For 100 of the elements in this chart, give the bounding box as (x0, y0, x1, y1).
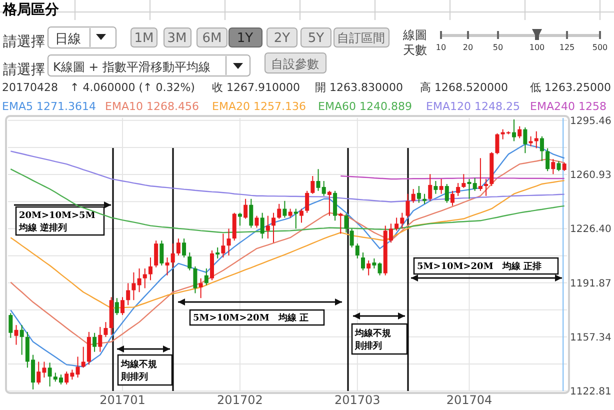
candlestick (244, 198, 248, 220)
candlestick (104, 322, 108, 338)
candlestick (411, 188, 416, 204)
candlestick (523, 126, 528, 154)
text: 自訂區間 (337, 31, 385, 45)
candlestick (528, 136, 533, 147)
candlestick (495, 132, 500, 155)
candlestick (422, 193, 427, 204)
candlestick (142, 268, 147, 289)
candlestick (428, 174, 432, 202)
candlestick (182, 238, 186, 258)
candlestick (534, 130, 538, 149)
text: 天數 (403, 43, 427, 57)
y-tick-label: 1226.40 (570, 224, 612, 236)
candlestick (484, 178, 488, 196)
text: EMA20 1257.136 (212, 100, 306, 113)
candlestick (132, 272, 136, 301)
candlestick (556, 160, 561, 172)
candlestick (394, 217, 399, 232)
candlestick (277, 203, 282, 220)
candlestick (478, 158, 482, 192)
candlestick (221, 233, 226, 258)
candlestick (272, 212, 276, 244)
candlestick (14, 324, 18, 346)
candlestick (540, 136, 544, 162)
candlestick (299, 208, 304, 224)
annotation: 5M>10M>20M 均線 正排 (417, 261, 542, 272)
candlestick (282, 200, 287, 218)
candlestick (518, 126, 522, 139)
text: 請選擇 (3, 62, 45, 78)
candlestick (551, 158, 556, 175)
text: 100 (529, 43, 545, 52)
y-tick-label: 1122.81 (570, 386, 612, 398)
candlestick (512, 118, 516, 142)
candlestick (160, 240, 164, 266)
candlestick (148, 256, 152, 281)
candlestick (344, 213, 348, 234)
candlestick (355, 243, 360, 259)
candlestick (204, 268, 208, 286)
candlestick (176, 238, 180, 256)
candlestick (154, 240, 158, 268)
chart-title: 格局區分 (2, 2, 60, 18)
candlestick (294, 208, 298, 230)
candlestick (188, 252, 192, 271)
y-tick-label: 1295.46 (570, 116, 612, 127)
candlestick (416, 186, 421, 204)
text: 低 1263.25000 (530, 81, 611, 94)
text: 1M (134, 31, 154, 46)
candlestick (92, 332, 97, 352)
candlestick (333, 190, 338, 222)
candlestick (193, 266, 198, 294)
x-tick-label: 201704 (446, 393, 492, 407)
text: 5Y (308, 31, 324, 46)
candlestick (439, 178, 444, 194)
candlestick (444, 183, 449, 204)
text: 請選擇 (3, 34, 45, 50)
x-tick-label: 201701 (100, 393, 146, 407)
y-tick-label: 1260.93 (570, 170, 612, 182)
candlestick (198, 278, 203, 299)
text: EMA10 1268.456 (105, 100, 199, 113)
text: 高 1268.520000 (420, 81, 508, 94)
x-tick-label: 201702 (217, 393, 263, 407)
text: 20170428 (2, 81, 58, 94)
text: 20 (462, 43, 474, 52)
candlestick (98, 326, 102, 352)
candlestick (126, 282, 130, 306)
text: 開 1263.830000 (315, 81, 403, 94)
candlestick (366, 260, 371, 276)
candlestick (462, 174, 466, 188)
y-tick-label: 1191.87 (570, 278, 612, 290)
text: 自設參數 (271, 57, 319, 71)
candlestick (81, 346, 86, 368)
annotation: 20M>10M>5M 均線 逆排列 (18, 210, 96, 234)
text: EMA5 1271.3614 (2, 100, 96, 113)
candlestick (546, 148, 550, 172)
text: 125 (559, 43, 575, 52)
candlestick (350, 228, 354, 248)
text: 6M (202, 31, 222, 46)
annotation: 均線不規則排列 (354, 328, 391, 352)
candlestick (434, 180, 438, 194)
text: 10 (436, 43, 446, 52)
text: 日線 (55, 32, 81, 47)
candlestick (310, 175, 315, 194)
text: K線圖 + 指數平滑移動平均線 (53, 60, 211, 74)
text: 500 (592, 43, 608, 52)
text: 1Y (236, 31, 254, 46)
candlestick (137, 268, 142, 293)
y-tick-label: 1157.34 (570, 332, 612, 344)
candlestick (338, 212, 343, 234)
candlestick (260, 212, 264, 240)
candlestick (120, 296, 125, 316)
x-tick-label: 201703 (334, 393, 380, 407)
text: 線圖 (402, 28, 427, 42)
candlestick (378, 262, 382, 276)
text: ↑ 4.060000 (↑ 0.32%) (70, 81, 195, 94)
candlestick (48, 362, 52, 387)
candlestick (400, 212, 404, 230)
candlestick (20, 324, 24, 356)
text: 3M (167, 31, 187, 46)
text: EMA60 1240.889 (318, 100, 412, 113)
